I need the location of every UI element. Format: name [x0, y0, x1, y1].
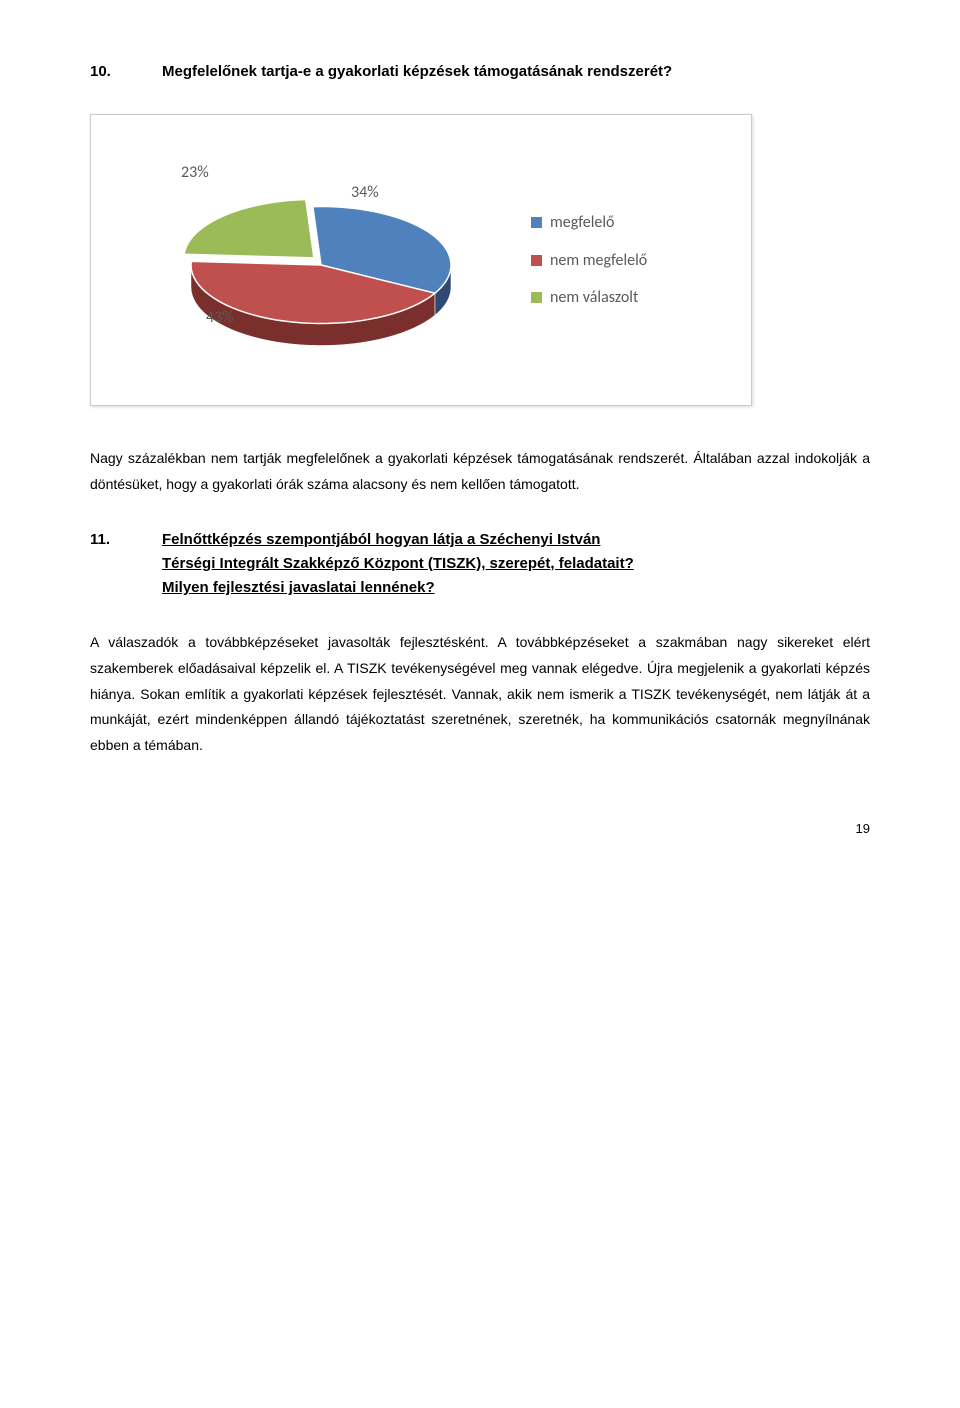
pct-label-2: 43%	[206, 305, 234, 331]
pie-chart	[151, 165, 491, 391]
pie-chart-container: 23% 34% 43% megfelelő nem megfelelő nem …	[90, 114, 752, 406]
legend-label: nem válaszolt	[550, 285, 638, 311]
q10-title: Megfelelőnek tartja-e a gyakorlati képzé…	[162, 60, 870, 84]
q11-line2: Térségi Integrált Szakképző Központ (TIS…	[162, 552, 870, 576]
legend-swatch	[531, 217, 542, 228]
pct-label-1: 34%	[351, 180, 379, 206]
chart-legend: megfelelő nem megfelelő nem válaszolt	[531, 210, 647, 323]
legend-label: nem megfelelő	[550, 248, 647, 274]
question-10-heading: 10. Megfelelőnek tartja-e a gyakorlati k…	[90, 60, 870, 84]
q11-line3: Milyen fejlesztési javaslatai lennének?	[162, 576, 870, 600]
legend-item: megfelelő	[531, 210, 647, 236]
paragraph-1: Nagy százalékban nem tartják megfelelőne…	[90, 446, 870, 498]
paragraph-2: A válaszadók a továbbképzéseket javasolt…	[90, 630, 870, 759]
legend-swatch	[531, 255, 542, 266]
question-11-heading: 11. Felnőttképzés szempontjából hogyan l…	[90, 528, 870, 600]
legend-label: megfelelő	[550, 210, 614, 236]
q10-number: 10.	[90, 60, 162, 84]
page-number: 19	[90, 819, 870, 840]
q11-number: 11.	[90, 528, 162, 552]
legend-item: nem megfelelő	[531, 248, 647, 274]
pct-label-3: 23%	[181, 160, 209, 186]
legend-swatch	[531, 292, 542, 303]
legend-item: nem válaszolt	[531, 285, 647, 311]
q11-line1: Felnőttképzés szempontjából hogyan látja…	[162, 528, 870, 552]
